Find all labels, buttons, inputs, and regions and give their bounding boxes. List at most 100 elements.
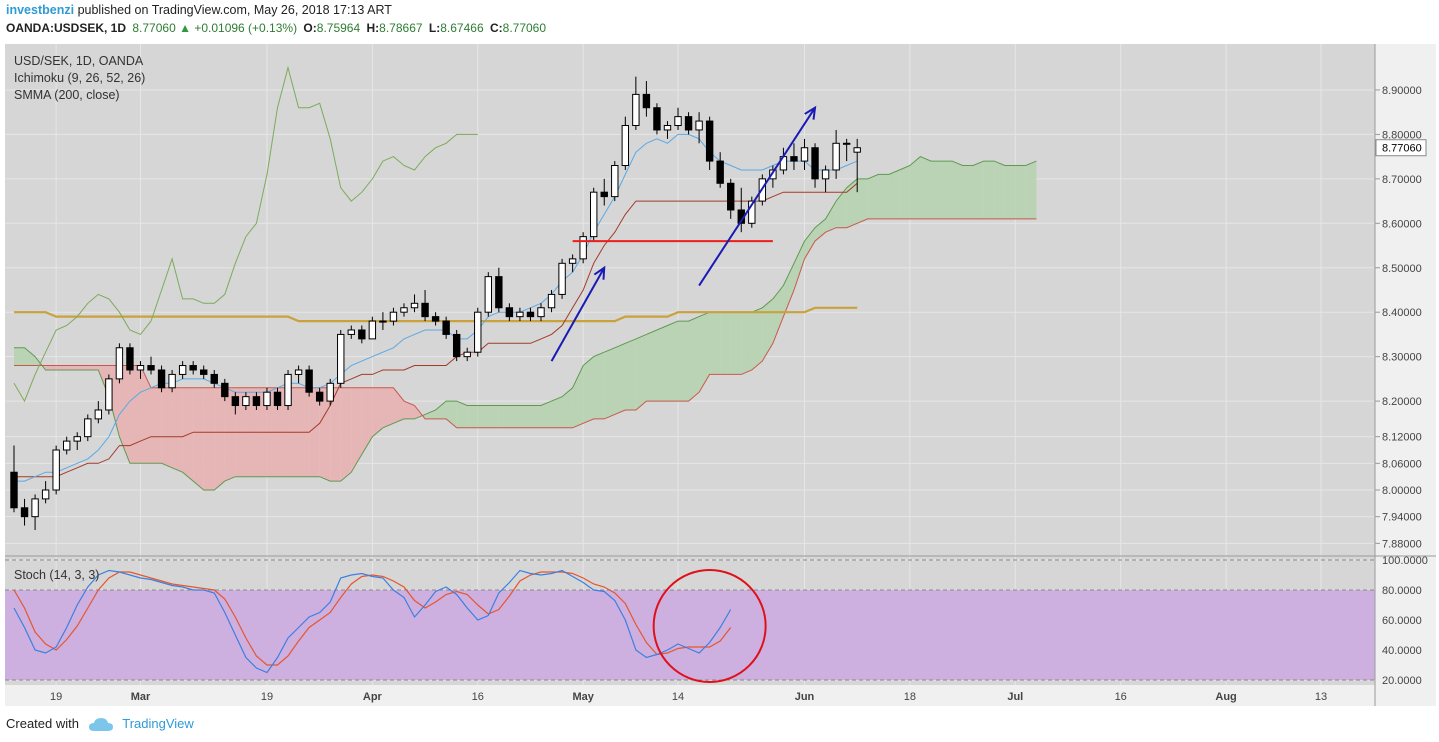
- conversion-line: [14, 133, 858, 482]
- time-axis-label: Mar: [131, 691, 151, 703]
- time-axis-label: Jul: [1007, 691, 1023, 703]
- candle-body: [716, 160, 724, 184]
- candle-body: [115, 347, 124, 380]
- cloud-segment: [224, 387, 236, 482]
- cloud-segment: [846, 178, 858, 228]
- publish-info: investbenzi published on TradingView.com…: [6, 3, 392, 17]
- candle-body: [526, 311, 535, 318]
- cloud-segment: [456, 401, 468, 428]
- candle-body: [653, 107, 661, 131]
- close-value: 8.77060: [502, 21, 547, 35]
- up-triangle-icon: ▲: [179, 21, 191, 35]
- cloud-segment: [551, 396, 563, 428]
- price-axis-label: 7.88000: [1382, 538, 1422, 550]
- candle-body: [284, 373, 292, 407]
- cloud-segment: [699, 312, 710, 393]
- candle-body: [705, 120, 714, 162]
- cloud-segment: [593, 352, 605, 419]
- cloud-segment: [941, 161, 953, 219]
- price-axis-label: 8.30000: [1382, 352, 1422, 364]
- candle-body: [168, 373, 176, 389]
- time-axis-label: 18: [904, 691, 916, 703]
- cloud-segment: [867, 174, 879, 219]
- candle-body: [590, 191, 598, 238]
- cloud-segment: [815, 218, 826, 242]
- low-value: 8.67466: [440, 21, 484, 35]
- author-link[interactable]: investbenzi: [6, 3, 75, 17]
- legend-stoch[interactable]: Stoch (14, 3, 3): [14, 568, 99, 582]
- created-with-text: Created with: [6, 716, 79, 731]
- candle-body: [294, 369, 303, 375]
- time-axis-label: 16: [472, 691, 484, 703]
- cloud-segment: [361, 387, 373, 455]
- candle-body: [769, 169, 777, 180]
- open-value: 8.75964: [316, 21, 361, 35]
- price-chart[interactable]: 8.90000 8.80000 8.70000 8.60000 8.50000 8.400…: [0, 40, 1439, 710]
- candle-body: [347, 329, 355, 335]
- candle-body: [811, 147, 819, 180]
- cloud-segment: [140, 365, 152, 464]
- cloud-segment: [1015, 165, 1026, 219]
- senkou-span-b-line: [14, 218, 1037, 429]
- senkou-span-a-line: [14, 156, 1037, 491]
- highlight-circle: [652, 569, 767, 683]
- cloud-segment: [24, 347, 36, 366]
- stoch-k-line: [13, 569, 732, 674]
- candle-body: [41, 489, 50, 500]
- legend-smma[interactable]: SMMA (200, close): [14, 88, 120, 102]
- candle-body: [421, 302, 429, 318]
- cloud-segment: [572, 365, 584, 428]
- candle-body: [73, 436, 81, 442]
- candle-body: [31, 498, 39, 518]
- symbol-info-bar: OANDA:USDSEK, 1D 8.77060 ▲ +0.01096 (+0.…: [6, 21, 546, 35]
- candle-body: [832, 142, 840, 171]
- cloud-segment: [193, 387, 204, 490]
- cloud-segment: [667, 321, 679, 402]
- price-axis-label: 8.20000: [1382, 396, 1422, 408]
- cloud-segment: [920, 156, 931, 219]
- price-axis-label: 8.70000: [1382, 174, 1422, 186]
- stoch-axis-label: 40.0000: [1382, 645, 1422, 657]
- candle-body: [684, 116, 693, 131]
- cloud-segment: [635, 334, 647, 410]
- cloud-segment: [583, 356, 594, 424]
- cloud-segment: [541, 401, 552, 428]
- cloud-segment: [857, 178, 868, 224]
- stoch-d-line: [13, 571, 732, 666]
- cloud-segment: [783, 263, 794, 317]
- stoch-axis-label: 100.0000: [1382, 555, 1428, 567]
- cloud-segment: [772, 285, 784, 344]
- candle-body: [157, 369, 166, 389]
- cloud-segment: [804, 227, 816, 259]
- cloud-segment: [172, 387, 183, 473]
- time-axis-label: Aug: [1215, 691, 1236, 703]
- legend-ichimoku[interactable]: Ichimoku (9, 26, 52, 26): [14, 71, 145, 85]
- cloud-segment: [330, 387, 341, 482]
- candle-body: [326, 382, 334, 402]
- cloud-segment: [119, 365, 130, 464]
- cloud-segment: [656, 325, 668, 402]
- cloud-segment: [625, 338, 636, 410]
- candle-body: [474, 311, 482, 353]
- candle-body: [105, 378, 113, 411]
- time-axis-label: 19: [261, 691, 273, 703]
- candle-body: [853, 147, 861, 153]
- cloud-segment: [519, 405, 531, 428]
- candle-body: [431, 316, 440, 322]
- time-axis-label: 14: [672, 691, 684, 703]
- cloud-segment: [403, 401, 415, 419]
- cloud-segment: [709, 312, 721, 375]
- candle-body: [52, 449, 60, 491]
- cloud-segment: [973, 161, 984, 219]
- time-axis-background: [5, 685, 1375, 706]
- cloud-segment: [793, 241, 805, 290]
- candle-body: [273, 391, 282, 407]
- cloud-segment: [952, 161, 963, 219]
- high-label: H:: [366, 21, 380, 35]
- tradingview-link[interactable]: TradingView: [122, 716, 194, 731]
- price-change: +0.01096 (+0.13%): [194, 21, 298, 35]
- cloud-segment: [214, 387, 225, 490]
- cloud-segment: [56, 365, 67, 370]
- candle-body: [821, 169, 830, 180]
- candle-body: [126, 347, 134, 371]
